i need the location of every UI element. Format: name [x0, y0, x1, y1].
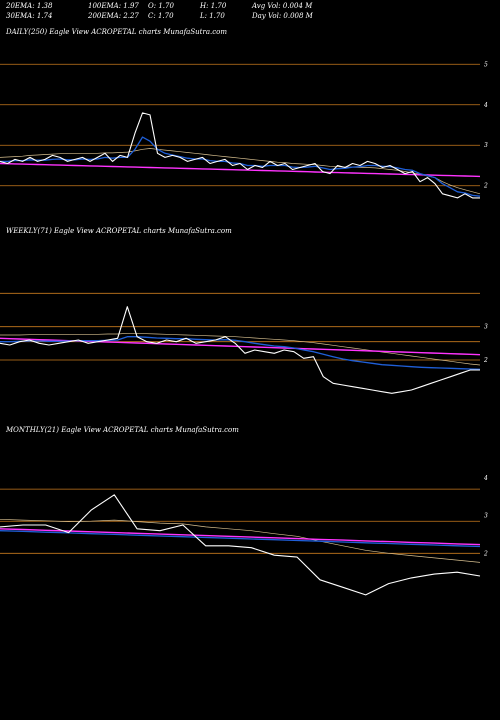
monthly-y-tick-0: 4	[483, 475, 488, 482]
ema20-label: 20EMA: 1.38	[6, 2, 53, 10]
ema100-label: 100EMA: 1.97	[88, 2, 139, 10]
day-vol-label: Day Vol: 0.008 M	[252, 12, 313, 20]
daily-y-tick-1: 4	[483, 102, 488, 109]
low-label: L: 1.70	[200, 12, 225, 20]
monthly-price-line	[0, 494, 481, 596]
daily-price-line	[0, 112, 480, 199]
avg-vol-label: Avg Vol: 0.004 M	[252, 2, 313, 10]
daily-y-tick-3: 2	[483, 183, 488, 190]
monthly-y-tick-2: 2	[483, 550, 488, 557]
close-label: C: 1.70	[148, 12, 174, 20]
weekly-price-line	[0, 306, 480, 394]
ema30-label: 30EMA: 1.74	[6, 12, 53, 20]
weekly-y-tick-0: 3	[484, 324, 488, 331]
open-label: O: 1.70	[148, 2, 174, 10]
monthly-ema-short-line	[0, 530, 481, 548]
daily-ema-misc-line	[0, 148, 481, 195]
monthly-ema-long-line	[0, 528, 481, 546]
monthly-y-tick-1: 3	[484, 513, 488, 520]
ema200-label: 200EMA: 2.27	[88, 12, 139, 20]
weekly-chart-title: WEEKLY(71) Eagle View ACROPETAL charts M…	[6, 227, 232, 235]
high-label: H: 1.70	[200, 2, 227, 10]
weekly-ema-misc-line	[0, 332, 481, 366]
daily-y-tick-2: 3	[484, 142, 488, 149]
daily-ema-short-line	[0, 136, 481, 197]
daily-ema-long-line	[0, 162, 481, 178]
weekly-y-tick-1: 2	[483, 357, 488, 364]
daily-chart-title: DAILY(250) Eagle View ACROPETAL charts M…	[6, 28, 227, 36]
monthly-ema-misc-line	[0, 518, 481, 563]
monthly-chart-title: MONTHLY(21) Eagle View ACROPETAL charts …	[6, 426, 239, 434]
daily-y-tick-0: 5	[484, 61, 488, 68]
